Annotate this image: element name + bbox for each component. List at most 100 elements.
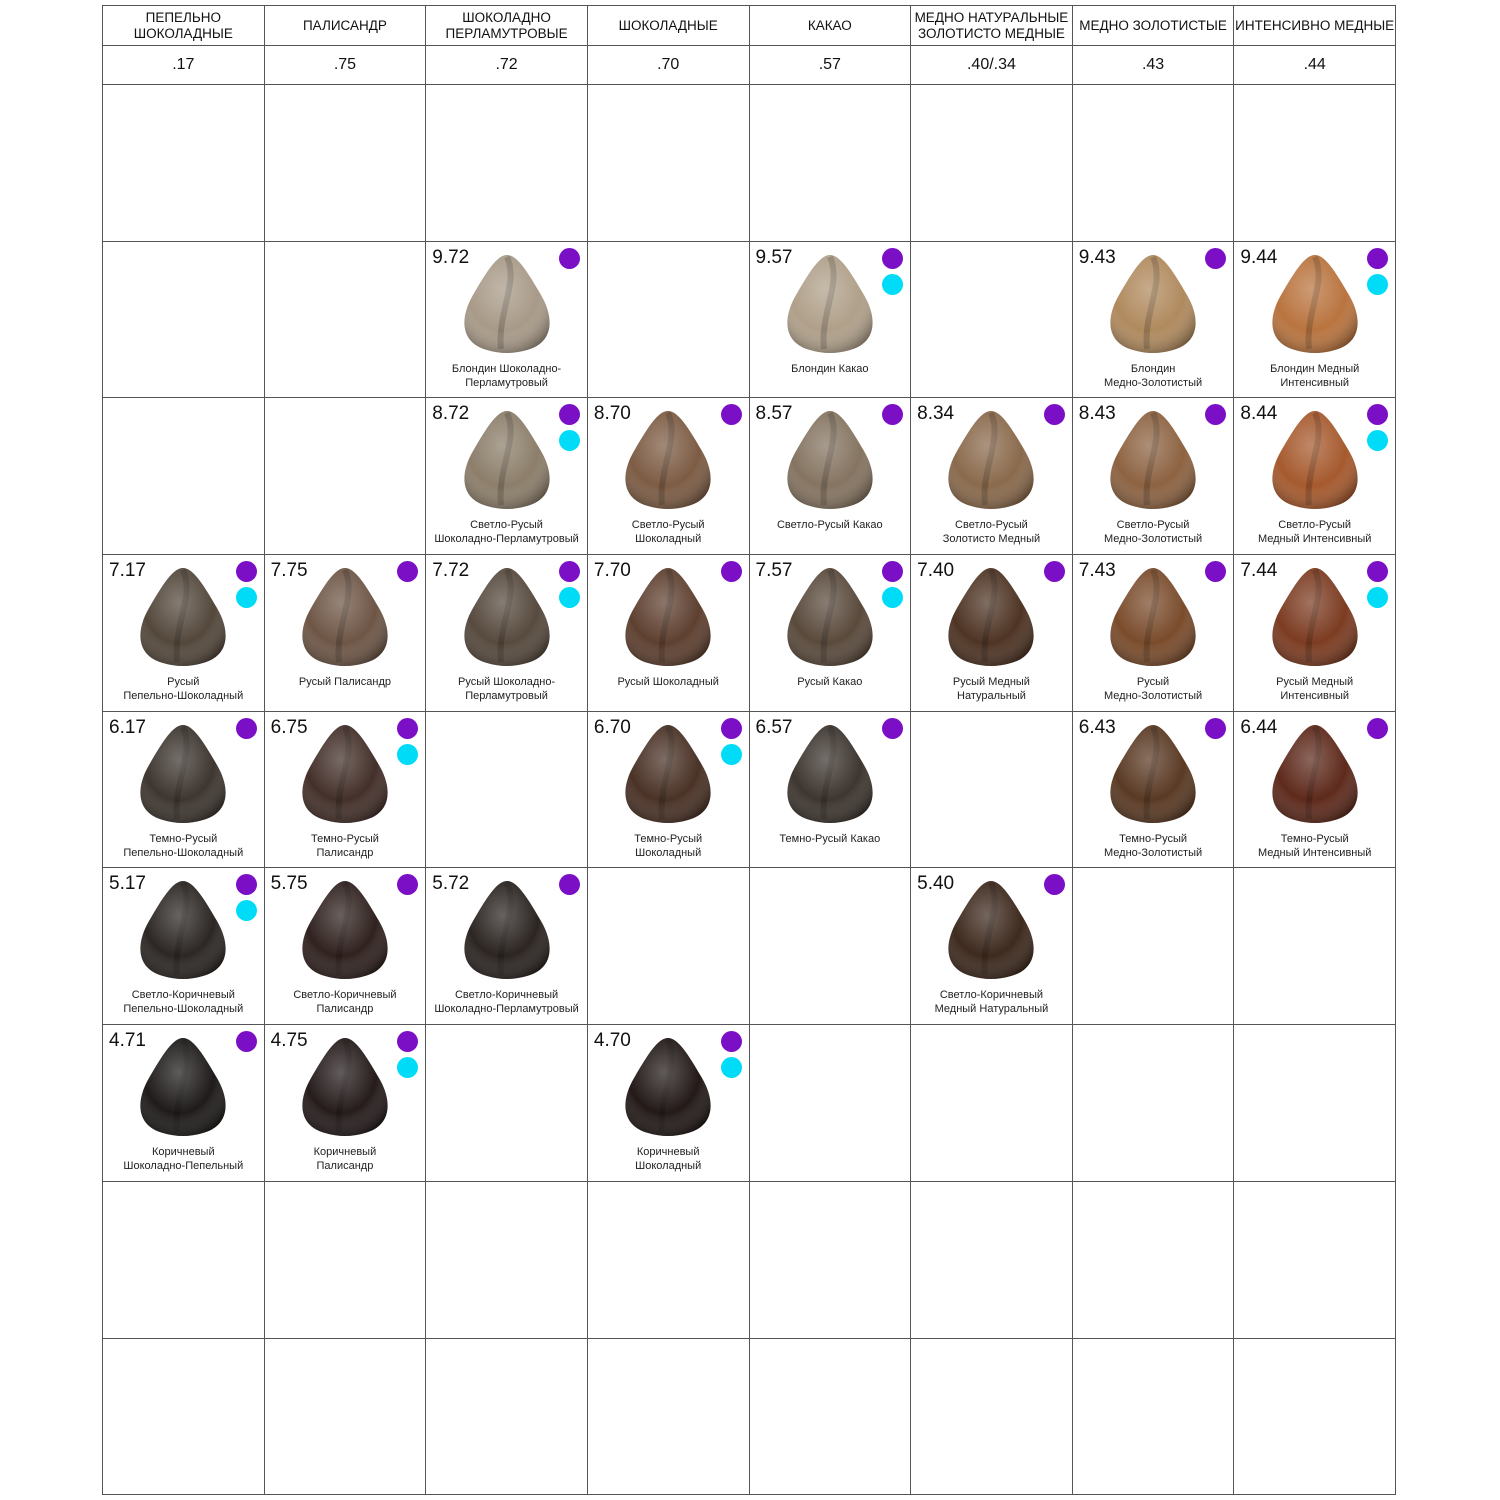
column-code: .43 [1072, 46, 1235, 85]
empty-cell [911, 1338, 1073, 1496]
color-swatch-cell[interactable]: 6.43 Темно-Русый Медно-Золотистый [1072, 711, 1235, 869]
color-swatch-cell[interactable]: 5.75 Светло-Коричневый Палисандр [264, 868, 427, 1026]
cyan-dot-icon [1367, 430, 1388, 452]
hair-swatch-icon [302, 724, 388, 823]
column-header: МЕДНО НАТУРАЛЬНЫЕ ЗОЛОТИСТО МЕДНЫЕ [911, 6, 1073, 46]
shade-name: Светло-Русый Медный Интенсивный [1234, 518, 1395, 546]
shade-name: Светло-Русый Золотисто Медный [911, 518, 1072, 546]
shade-name-line: Светло-Русый [1278, 519, 1352, 532]
shade-code: 8.43 [1078, 403, 1116, 425]
purple-dot-icon [235, 1031, 257, 1053]
shade-code: 5.17 [109, 873, 146, 895]
shade-name-line: Русый Медный [1276, 676, 1354, 689]
shade-code: 9.57 [755, 246, 793, 268]
empty-cell [103, 1181, 265, 1339]
shade-name-line: Медно-Золотистый [1103, 533, 1203, 546]
column-header: ШОКОЛАДНЫЕ [587, 6, 750, 46]
empty-cell [1234, 868, 1396, 1026]
color-swatch-cell[interactable]: 6.17 Темно-Русый Пепельно-Шоколадный [103, 711, 265, 869]
column-header: ИНТЕНСИВНО МЕДНЫЕ [1234, 6, 1396, 46]
empty-cell [911, 1181, 1073, 1339]
color-swatch-cell[interactable]: 7.57 Русый Какао [749, 555, 912, 712]
purple-dot-icon [235, 874, 257, 896]
empty-cell [426, 711, 588, 869]
color-swatch-cell[interactable]: 7.17 Русый Пепельно-Шоколадный [103, 555, 265, 712]
color-swatch-cell[interactable]: 5.40 Светло-Коричневый Медный Натуральный [911, 868, 1073, 1026]
color-swatch-cell[interactable]: 8.43 Светло-Русый Медно-Золотистый [1072, 398, 1235, 556]
shade-name: Блондин Медно-Золотистый [1073, 362, 1234, 390]
shade-name-line: Палисандр [316, 1003, 374, 1016]
shade-name-line: Медный Интенсивный [1257, 533, 1372, 546]
color-swatch-cell[interactable]: 5.17 Светло-Коричневый Пепельно-Шоколадный [103, 868, 265, 1026]
purple-dot-icon [1043, 561, 1065, 583]
hair-swatch-icon [1272, 254, 1358, 353]
color-swatch-cell[interactable]: 6.44 Темно-Русый Медный Интенсивный [1234, 711, 1396, 869]
cyan-dot-icon [720, 743, 742, 765]
color-swatch-cell[interactable]: 8.72 Светло-Русый Шоколадно-Перламутровый [426, 398, 588, 556]
shade-name-line: Медно-Золотистый [1103, 846, 1203, 859]
hair-swatch-icon [625, 411, 711, 510]
shade-code: 4.75 [270, 1030, 308, 1052]
hair-swatch-icon [140, 568, 226, 667]
color-swatch-cell[interactable]: 4.75 Коричневый Палисандр [264, 1025, 427, 1182]
color-swatch-cell[interactable]: 7.44 Русый Медный Интенсивный [1234, 555, 1396, 712]
shade-name-line: Темно-Русый [1280, 832, 1349, 845]
color-swatch-cell[interactable]: 4.71 Коричневый Шоколадно-Пепельный [103, 1025, 265, 1182]
color-swatch-cell[interactable]: 7.40 Русый Медный Натуральный [911, 555, 1073, 712]
color-swatch-cell[interactable]: 6.70 Темно-Русый Шоколадный [587, 711, 750, 869]
purple-dot-icon [720, 561, 742, 583]
shade-name-line: Блондин [1130, 362, 1176, 375]
color-swatch-cell[interactable]: 7.70 Русый Шоколадный [587, 555, 750, 712]
hair-swatch-icon [1272, 411, 1358, 510]
color-swatch-cell[interactable]: 7.43 Русый Медно-Золотистый [1072, 555, 1235, 712]
shade-name: Русый Медный Интенсивный [1234, 675, 1395, 703]
hair-swatch-icon [463, 254, 550, 353]
empty-cell [911, 711, 1073, 869]
shade-name: Русый Какао [750, 675, 911, 689]
empty-cell [1072, 868, 1235, 1026]
shade-name: Коричневый Шоколадно-Пепельный [103, 1145, 264, 1173]
empty-cell [426, 1338, 588, 1496]
shade-name-line: Коричневый [636, 1146, 700, 1159]
empty-cell [103, 398, 265, 556]
shade-name-line: Шоколадно-Пепельный [123, 1160, 244, 1173]
color-swatch-cell[interactable]: 9.44 Блондин Медный Интенсивный [1234, 241, 1396, 399]
color-swatch-cell[interactable]: 9.57 Блондин Какао [749, 241, 912, 399]
shade-name: Коричневый Палисандр [265, 1145, 426, 1173]
empty-cell [426, 1025, 588, 1182]
empty-cell [749, 1025, 912, 1182]
shade-name: Светло-Русый Шоколадно-Перламутровый [426, 518, 587, 546]
hair-swatch-icon [948, 568, 1035, 667]
color-swatch-cell[interactable]: 7.75 Русый Палисандр [264, 555, 427, 712]
color-swatch-cell[interactable]: 8.57 Светло-Русый Какао [749, 398, 912, 556]
shade-code: 8.44 [1240, 403, 1278, 425]
purple-dot-icon [1205, 404, 1227, 426]
empty-cell [1072, 1025, 1235, 1182]
empty-cell [103, 241, 265, 399]
color-swatch-cell[interactable]: 4.70 Коричневый Шоколадный [587, 1025, 750, 1182]
color-swatch-cell[interactable]: 8.70 Светло-Русый Шоколадный [587, 398, 750, 556]
shade-name: Блондин Медный Интенсивный [1234, 362, 1395, 390]
hair-swatch-icon [463, 881, 550, 980]
purple-dot-icon [882, 247, 904, 269]
shade-name-line: Светло-Коричневый [293, 989, 397, 1002]
hair-swatch-icon [302, 568, 388, 667]
color-swatch-cell[interactable]: 6.75 Темно-Русый Палисандр [264, 711, 427, 869]
purple-dot-icon [1367, 247, 1388, 269]
purple-dot-icon [1043, 404, 1065, 426]
color-swatch-cell[interactable]: 8.34 Светло-Русый Золотисто Медный [911, 398, 1073, 556]
color-swatch-cell[interactable]: 7.72 Русый Шоколадно- Перламутровый [426, 555, 588, 712]
shade-name-line: Перламутровый [465, 376, 548, 389]
shade-name-line: Шоколадный [635, 1160, 702, 1173]
shade-name: Темно-Русый Пепельно-Шоколадный [103, 832, 264, 860]
shade-name-line: Темно-Русый [149, 832, 218, 845]
shade-code: 6.70 [593, 716, 631, 738]
color-swatch-cell[interactable]: 6.57 Темно-Русый Какао [749, 711, 912, 869]
hair-swatch-icon [140, 724, 226, 823]
color-swatch-cell[interactable]: 8.44 Светло-Русый Медный Интенсивный [1234, 398, 1396, 556]
color-swatch-cell[interactable]: 9.43 Блондин Медно-Золотистый [1072, 241, 1235, 399]
column-code: .17 [103, 46, 265, 85]
color-swatch-cell[interactable]: 5.72 Светло-Коричневый Шоколадно-Перламутр… [426, 868, 588, 1026]
color-swatch-cell[interactable]: 9.72 Блондин Шоколадно- Перламутровый [426, 241, 588, 399]
cyan-dot-icon [235, 587, 257, 609]
